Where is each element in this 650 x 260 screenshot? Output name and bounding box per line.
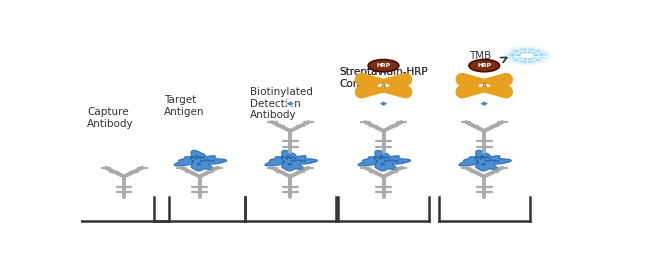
Polygon shape (379, 101, 388, 107)
Text: Streptavidin-HRP
Complex: Streptavidin-HRP Complex (339, 67, 428, 89)
Text: Capture
Antibody: Capture Antibody (87, 107, 134, 129)
Polygon shape (285, 101, 295, 107)
Circle shape (368, 60, 399, 72)
Text: HRP: HRP (477, 63, 491, 68)
Circle shape (511, 49, 543, 62)
Text: Biotinylated
Detection
Antibody: Biotinylated Detection Antibody (250, 87, 313, 120)
Text: TMB: TMB (469, 51, 491, 61)
Text: A: A (482, 83, 487, 89)
Circle shape (507, 48, 547, 64)
Polygon shape (480, 101, 489, 107)
Circle shape (477, 83, 491, 89)
Circle shape (521, 53, 534, 58)
Circle shape (469, 60, 500, 72)
Circle shape (515, 51, 539, 60)
Circle shape (376, 83, 391, 89)
Text: A: A (381, 83, 386, 89)
Circle shape (503, 46, 551, 65)
Text: HRP: HRP (376, 63, 391, 68)
Text: Target
Antigen: Target Antigen (164, 95, 205, 117)
Text: Streptavidin-HRP
Complex: Streptavidin-HRP Complex (339, 67, 428, 89)
Polygon shape (358, 150, 411, 171)
Polygon shape (265, 150, 317, 171)
Polygon shape (174, 150, 227, 171)
Polygon shape (459, 150, 512, 171)
